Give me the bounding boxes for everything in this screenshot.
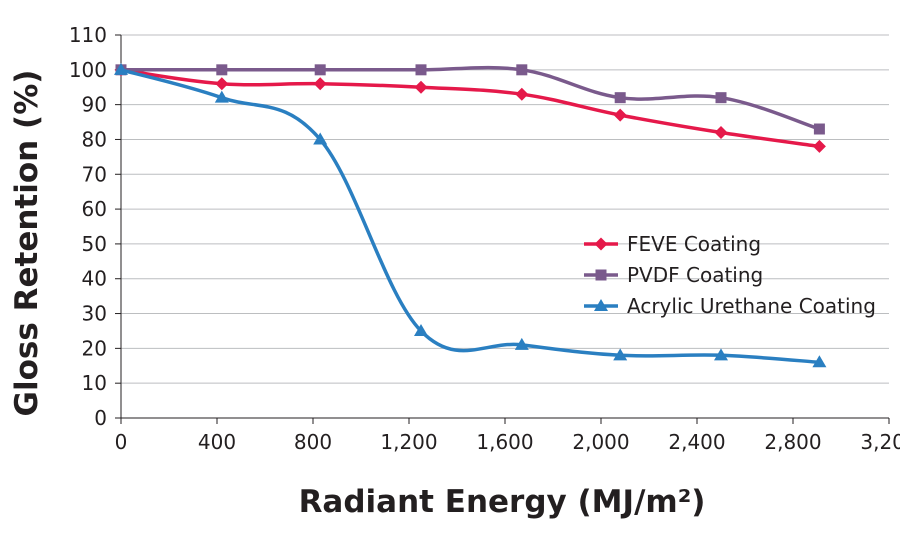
- y-tick-label: 40: [82, 267, 107, 291]
- legend-marker-triangle: [594, 299, 608, 311]
- x-tick-label: 2,400: [668, 430, 725, 454]
- y-tick-label: 90: [82, 93, 107, 117]
- gridlines: [121, 34, 889, 384]
- data-point-diamond: [313, 77, 327, 91]
- y-tick-label: 80: [82, 127, 107, 151]
- x-tick-labels: 0 400 800 1,200 1,600 2,000 2,400 2,800 3,200: [115, 430, 900, 454]
- data-point-square: [216, 64, 228, 76]
- x-tick-label: 2,800: [764, 430, 821, 454]
- y-tick-label: 70: [82, 162, 107, 186]
- x-axis-title: Radiant Energy (MJ/m²): [299, 484, 706, 520]
- series-line: [119, 68, 822, 365]
- data-point-square: [314, 64, 326, 76]
- data-point-diamond: [515, 87, 529, 101]
- data-point-diamond: [215, 77, 229, 91]
- x-tick-label: 800: [294, 430, 332, 454]
- data-point-triangle: [114, 62, 128, 75]
- x-tick-label: 400: [198, 430, 236, 454]
- legend-marker-diamond: [594, 237, 608, 251]
- legend-item: PVDF Coating: [584, 263, 763, 287]
- data-point-square: [715, 92, 727, 104]
- data-point-triangle: [214, 90, 229, 103]
- series-triangle: [114, 62, 827, 368]
- data-point-diamond: [714, 125, 728, 139]
- x-tick-label: 2,000: [572, 430, 629, 454]
- data-point-square: [516, 64, 528, 76]
- y-axis-title: Gloss Retention (%): [9, 70, 45, 417]
- y-tick-labels: 0 10 20 30 40 50 60 70 80 90 100 110: [69, 23, 107, 430]
- legend-label: FEVE Coating: [627, 232, 761, 256]
- data-point-triangle: [812, 355, 827, 368]
- data-point-triangle: [613, 348, 628, 361]
- legend-item: FEVE Coating: [584, 232, 761, 256]
- y-tick-label: 20: [82, 336, 107, 360]
- y-tick-label: 10: [82, 371, 107, 395]
- data-point-triangle: [414, 323, 428, 336]
- series-lines: [114, 62, 827, 368]
- y-tick-label: 50: [82, 232, 107, 256]
- x-tick-label: 1,600: [476, 430, 533, 454]
- x-tick-label: 3,200: [860, 430, 900, 454]
- y-tick-label: 0: [94, 406, 107, 430]
- series-line: [119, 65, 822, 131]
- series-line: [119, 68, 822, 149]
- data-point-diamond: [613, 108, 627, 122]
- x-tick-label: 0: [115, 430, 128, 454]
- data-point-triangle: [313, 132, 328, 145]
- y-tick-label: 30: [82, 302, 107, 326]
- data-point-square: [415, 64, 427, 76]
- series-diamond: [114, 63, 826, 153]
- data-point-diamond: [414, 80, 428, 94]
- legend-label: PVDF Coating: [627, 263, 763, 287]
- legend: FEVE Coating PVDF Coating Acrylic Urethane…: [584, 232, 876, 318]
- legend-marker-square: [595, 269, 607, 281]
- data-point-square: [813, 123, 825, 135]
- legend-item: Acrylic Urethane Coating: [584, 294, 876, 318]
- y-tick-label: 110: [69, 23, 107, 47]
- x-tick-label: 1,200: [380, 430, 437, 454]
- y-tick-label: 60: [82, 197, 107, 221]
- data-point-triangle: [514, 337, 529, 350]
- y-tick-label: 100: [69, 58, 107, 82]
- data-point-diamond: [812, 139, 826, 153]
- axes: [115, 34, 890, 424]
- data-point-square: [614, 92, 626, 104]
- data-point-triangle: [714, 348, 728, 361]
- legend-label: Acrylic Urethane Coating: [627, 294, 876, 318]
